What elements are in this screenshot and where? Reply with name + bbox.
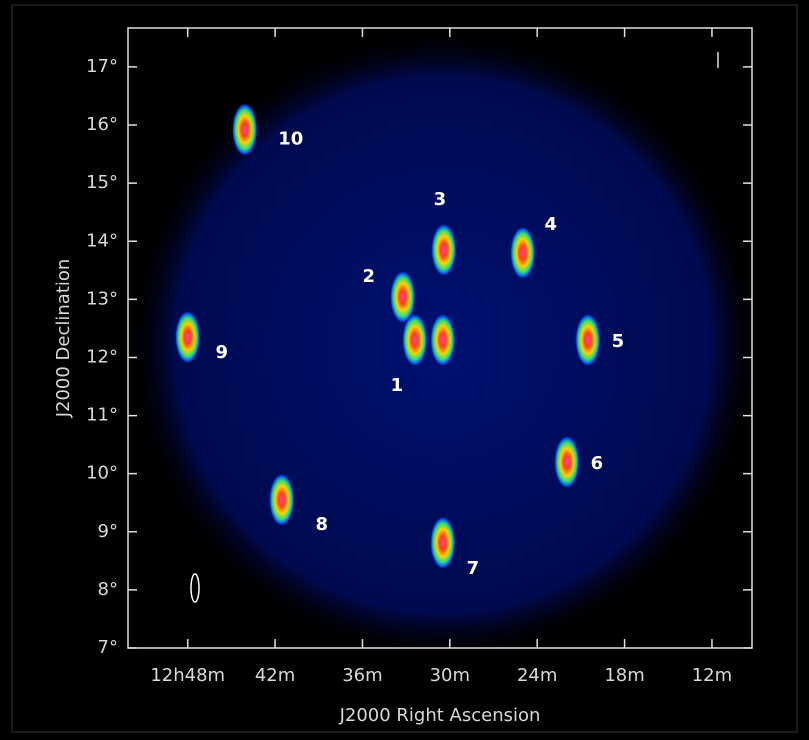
x-tick-label: 18m	[604, 665, 644, 686]
plot-border	[127, 27, 753, 649]
source	[429, 515, 456, 570]
beam	[190, 573, 200, 603]
source	[430, 222, 457, 277]
y-tick-label: 9°	[98, 521, 118, 542]
x-tick-label: 36m	[342, 665, 382, 686]
source-label: 2	[363, 266, 376, 287]
x-tick-label: 30m	[430, 665, 470, 686]
y-tick-label: 7°	[98, 637, 118, 658]
source	[429, 313, 456, 368]
y-tick-label: 14°	[86, 230, 118, 251]
y-tick-label: 17°	[86, 56, 118, 77]
source	[389, 270, 416, 325]
y-tick-label: 13°	[86, 288, 118, 309]
source	[174, 310, 201, 365]
y-tick-label: 8°	[98, 579, 118, 600]
x-tick-label: 12m	[692, 665, 732, 686]
source	[231, 102, 258, 157]
source-label: 5	[612, 331, 625, 352]
y-tick-label: 10°	[86, 463, 118, 484]
y-tick-label: 11°	[86, 405, 118, 426]
x-tick-label: 24m	[517, 665, 557, 686]
x-tick-label: 42m	[255, 665, 295, 686]
source-label: 9	[215, 342, 228, 363]
source-label: 10	[278, 129, 303, 150]
source	[401, 313, 428, 368]
y-tick-label: 12°	[86, 346, 118, 367]
source-label: 8	[316, 514, 329, 535]
source	[574, 313, 601, 368]
source	[553, 435, 580, 490]
source-label: 7	[467, 558, 480, 579]
x-axis-title: J2000 Right Ascension	[339, 705, 541, 726]
source	[509, 225, 536, 280]
source-label: 6	[591, 453, 604, 474]
source-label: 3	[434, 189, 447, 210]
source	[268, 472, 295, 527]
y-tick-label: 16°	[86, 114, 118, 135]
source-label: 4	[545, 214, 558, 235]
y-tick-label: 15°	[86, 172, 118, 193]
y-axis-title: J2000 Declination	[53, 259, 74, 419]
x-tick-label: 12h48m	[150, 665, 225, 686]
source-label: 1	[391, 375, 404, 396]
